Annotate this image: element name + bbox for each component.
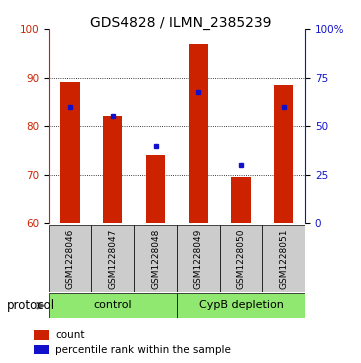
Text: protocol: protocol: [7, 299, 55, 312]
Text: control: control: [93, 300, 132, 310]
FancyBboxPatch shape: [262, 225, 305, 292]
Text: count: count: [55, 330, 84, 340]
Bar: [61, 82, 80, 223]
Text: GSM1228050: GSM1228050: [236, 228, 245, 289]
Text: percentile rank within the sample: percentile rank within the sample: [55, 344, 231, 355]
FancyBboxPatch shape: [219, 225, 262, 292]
Bar: [146, 155, 165, 223]
Text: GSM1228048: GSM1228048: [151, 228, 160, 289]
FancyBboxPatch shape: [177, 293, 305, 318]
Bar: [274, 85, 293, 223]
Bar: [103, 117, 122, 223]
FancyBboxPatch shape: [91, 225, 134, 292]
Bar: [34, 345, 49, 354]
Text: GSM1228047: GSM1228047: [108, 228, 117, 289]
Text: GSM1228049: GSM1228049: [194, 228, 203, 289]
Text: GSM1228051: GSM1228051: [279, 228, 288, 289]
Bar: [189, 44, 208, 223]
FancyBboxPatch shape: [134, 225, 177, 292]
Bar: [231, 177, 251, 223]
Text: GSM1228046: GSM1228046: [66, 228, 75, 289]
Text: CypB depletion: CypB depletion: [199, 300, 283, 310]
FancyBboxPatch shape: [49, 293, 177, 318]
FancyBboxPatch shape: [177, 225, 219, 292]
Text: GDS4828 / ILMN_2385239: GDS4828 / ILMN_2385239: [90, 16, 271, 30]
Bar: [34, 330, 49, 339]
FancyBboxPatch shape: [49, 225, 91, 292]
